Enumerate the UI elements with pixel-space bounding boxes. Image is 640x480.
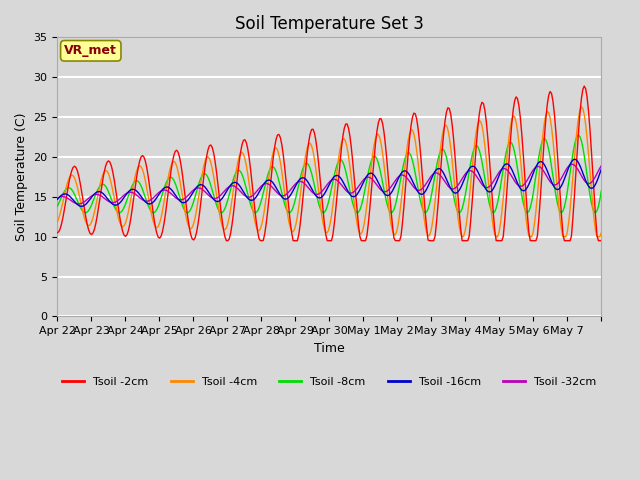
Y-axis label: Soil Temperature (C): Soil Temperature (C) — [15, 113, 28, 241]
Text: VR_met: VR_met — [65, 44, 117, 57]
X-axis label: Time: Time — [314, 342, 345, 355]
Legend: Tsoil -2cm, Tsoil -4cm, Tsoil -8cm, Tsoil -16cm, Tsoil -32cm: Tsoil -2cm, Tsoil -4cm, Tsoil -8cm, Tsoi… — [58, 372, 601, 391]
Title: Soil Temperature Set 3: Soil Temperature Set 3 — [235, 15, 424, 33]
